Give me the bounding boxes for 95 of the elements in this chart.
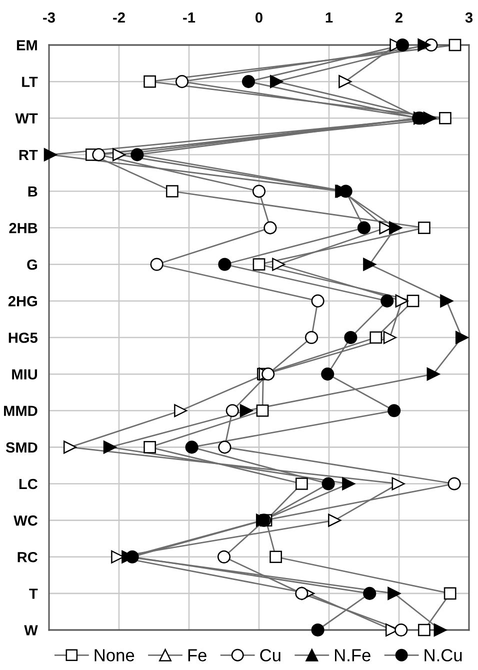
point (357, 221, 371, 234)
point (144, 75, 156, 88)
point (63, 440, 77, 454)
legend-label: None (94, 649, 134, 662)
y-tick-label: RT (19, 150, 38, 160)
point (448, 477, 461, 490)
point (383, 330, 396, 344)
point (455, 330, 469, 344)
point (380, 294, 394, 308)
point (418, 222, 430, 234)
legend-label: N.Fe (334, 649, 370, 662)
point (406, 294, 420, 308)
point (388, 221, 402, 234)
point (272, 258, 286, 271)
point (270, 75, 284, 88)
legend-label: N.Cu (424, 649, 462, 662)
point (321, 368, 334, 381)
point (370, 331, 382, 344)
x-tick-label: -1 (183, 12, 196, 23)
point (242, 75, 256, 88)
point (175, 75, 189, 88)
point (311, 623, 324, 637)
y-tick-label: MIU (12, 369, 37, 380)
x-tick-label: -2 (113, 12, 125, 23)
point (144, 441, 156, 454)
point (311, 294, 324, 308)
y-tick-label: T (29, 588, 38, 599)
point (344, 330, 358, 344)
point (426, 368, 440, 381)
x-tick-label: 3 (465, 12, 473, 23)
point (363, 586, 376, 600)
point (296, 478, 308, 490)
y-tick-label: RC (18, 552, 38, 562)
point (256, 404, 269, 417)
point (185, 440, 198, 454)
point (363, 258, 376, 271)
point (342, 477, 356, 490)
point (240, 404, 253, 418)
y-tick-label: WT (15, 113, 38, 124)
point (92, 148, 106, 162)
legend-label: Fe (188, 649, 206, 662)
point (439, 112, 452, 124)
point (218, 440, 232, 454)
point (388, 586, 401, 600)
x-tick-label: -3 (43, 12, 55, 23)
point (304, 330, 318, 344)
point (112, 148, 126, 162)
point (130, 148, 144, 162)
point (338, 75, 352, 88)
point (328, 514, 342, 527)
point (270, 550, 282, 564)
y-tick-label: W (24, 625, 38, 636)
point (388, 404, 401, 418)
point (218, 258, 232, 271)
point (392, 477, 405, 490)
x-tick-label: 0 (256, 12, 262, 23)
y-tick-label: WC (14, 515, 38, 526)
point (448, 38, 462, 52)
point (395, 294, 408, 308)
point (217, 550, 231, 564)
point (126, 550, 139, 564)
y-tick-label: EM (16, 40, 37, 50)
point (434, 623, 447, 637)
point (44, 148, 57, 162)
point (262, 368, 275, 381)
point (396, 38, 410, 52)
legend-label: Cu (260, 649, 280, 662)
point (264, 221, 277, 234)
point (423, 112, 436, 125)
point (103, 440, 116, 454)
x-tick-label: 1 (326, 12, 333, 23)
y-tick-label: G (27, 259, 37, 270)
y-tick-label: MMD (4, 406, 38, 416)
point (339, 184, 352, 198)
point (252, 258, 266, 271)
point (166, 185, 178, 198)
point (440, 294, 454, 308)
y-tick-label: 2HG (8, 296, 37, 306)
x-tick-label: 2 (395, 12, 402, 23)
point (174, 404, 188, 418)
y-tick-label: LC (19, 478, 38, 490)
point (150, 258, 164, 271)
point (322, 477, 335, 490)
point (252, 184, 266, 198)
y-tick-label: 2HB (9, 222, 38, 234)
point (295, 586, 308, 600)
point (418, 624, 430, 636)
point (418, 38, 431, 52)
y-tick-label: LT (22, 76, 38, 87)
y-tick-label: B (28, 186, 38, 197)
point (394, 623, 408, 637)
y-tick-label: HG5 (8, 332, 38, 343)
point (226, 404, 239, 418)
point (444, 587, 456, 600)
y-tick-label: SMD (6, 442, 38, 453)
